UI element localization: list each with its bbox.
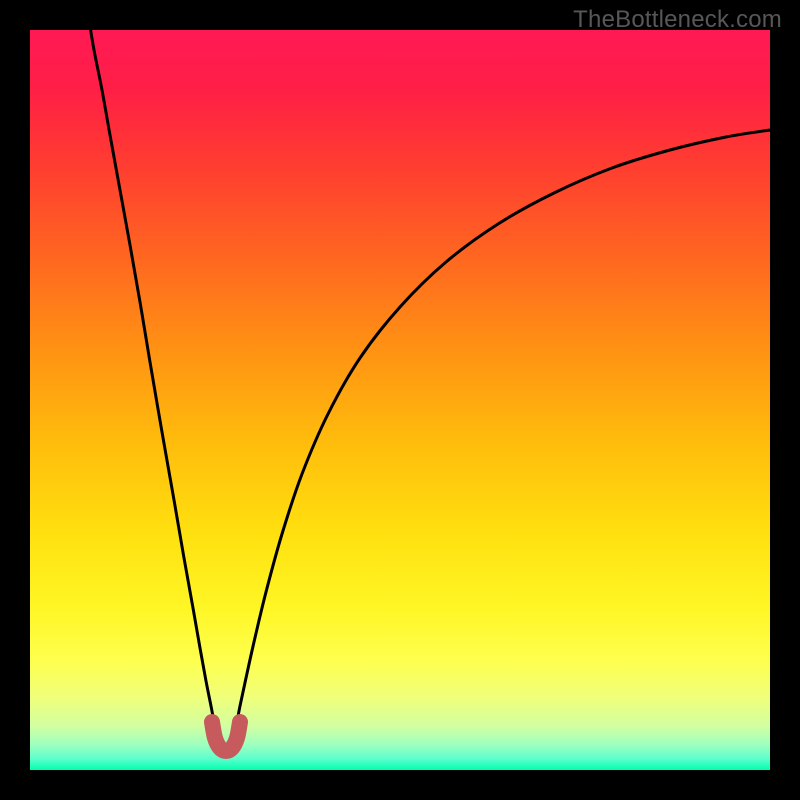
- curve-left-branch: [89, 30, 214, 722]
- plot-area: [30, 30, 770, 770]
- chart-frame: TheBottleneck.com: [0, 0, 800, 800]
- curve-right-branch: [237, 130, 770, 722]
- notch-marker: [212, 722, 240, 751]
- curves-layer: [30, 30, 770, 770]
